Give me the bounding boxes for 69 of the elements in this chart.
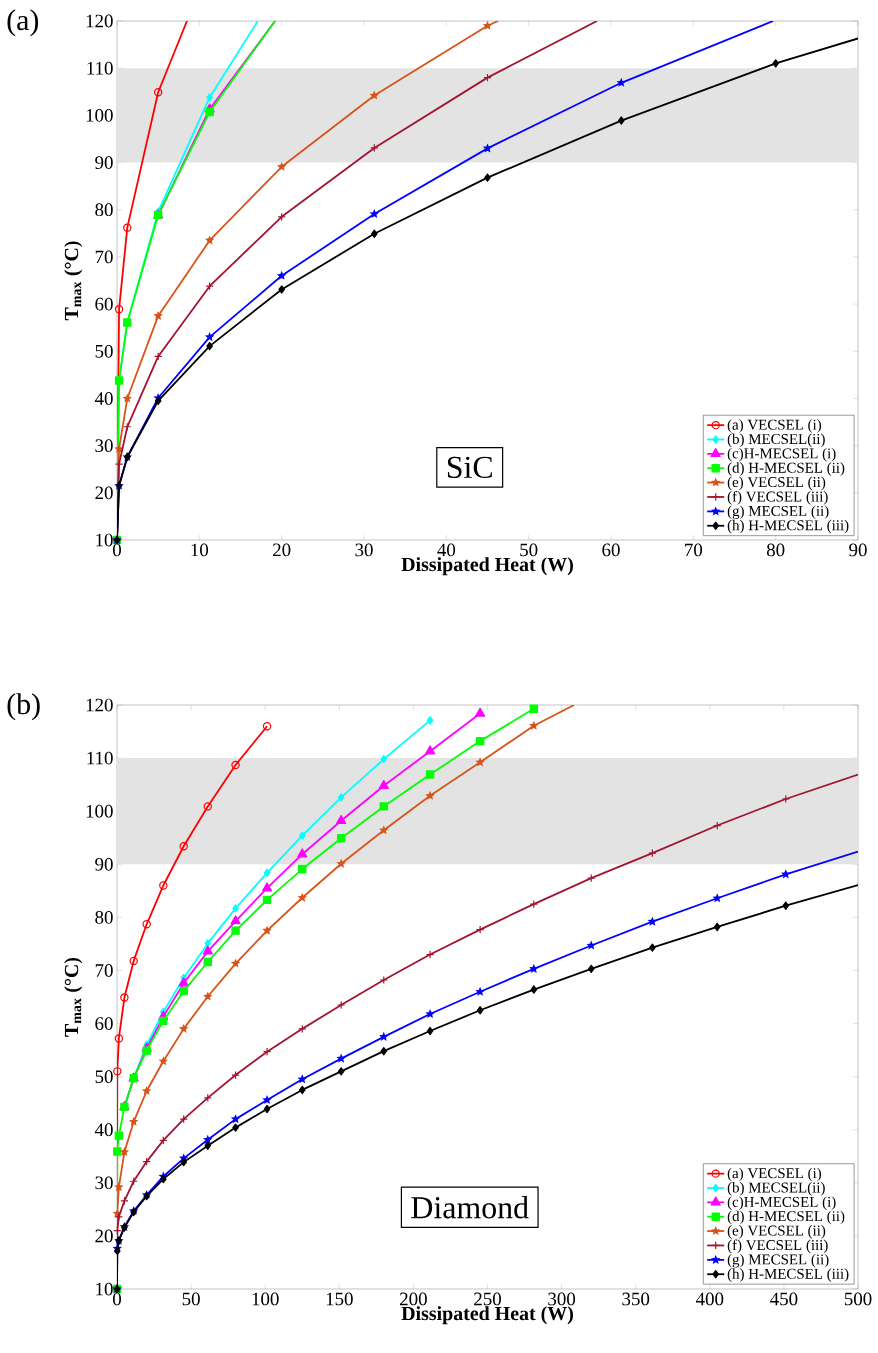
y-tick-label: 70 — [95, 964, 113, 977]
x-tick-label: 40 — [437, 543, 456, 557]
y-tick-label: 20 — [95, 486, 113, 500]
y-tick-label: 90 — [95, 857, 113, 871]
x-tick-label: 350 — [622, 1292, 650, 1306]
legend-label: (h) H-MECSEL (iii) — [727, 519, 849, 534]
y-tick-label: 90 — [95, 156, 113, 169]
legend-label: (b) MECSEL(ii) — [727, 1182, 825, 1196]
y-tick-label: 120 — [86, 14, 113, 28]
legend-label: (d) H-MECSEL (ii) — [727, 1210, 845, 1225]
x-tick-label: 200 — [400, 1292, 427, 1306]
x-tick-label: 30 — [355, 543, 373, 557]
legend-label: (f) VECSEL (iii) — [727, 490, 828, 505]
x-axis-title: Dissipated Heat (W) — [401, 1306, 573, 1325]
x-tick-label: 450 — [770, 1292, 798, 1306]
x-tick-label: 250 — [474, 1292, 501, 1306]
y-tick-label: 40 — [94, 392, 113, 405]
x-tick-label: 300 — [548, 1292, 576, 1306]
y-tick-label: 60 — [95, 297, 113, 311]
x-tick-label: 90 — [849, 543, 867, 557]
legend-label: (g) MECSEL (ii) — [727, 1253, 829, 1268]
y-tick-label: 50 — [95, 344, 113, 358]
legend-label: (b) MECSEL(ii) — [727, 433, 825, 448]
x-tick-label: 0 — [112, 543, 121, 557]
legend-label: (h) H-MECSEL (iii) — [727, 1268, 849, 1282]
y-tick-label: 100 — [86, 108, 113, 122]
y-tick-label: 120 — [86, 698, 113, 712]
x-axis-title: Dissipated Heat (W) — [401, 557, 573, 576]
legend-label: (d) H-MECSEL (ii) — [727, 462, 845, 476]
legend-label: (c)H-MECSEL (i) — [727, 447, 836, 462]
y-tick-label: 110 — [87, 751, 113, 765]
x-tick-label: 50 — [182, 1292, 200, 1306]
x-tick-label: 60 — [602, 543, 620, 557]
y-tick-label: 100 — [86, 804, 113, 818]
x-tick-label: 100 — [252, 1292, 279, 1306]
y-tick-label: 50 — [95, 1070, 113, 1084]
y-tick-label: 110 — [87, 61, 113, 75]
x-tick-label: 10 — [191, 543, 209, 557]
x-tick-label: 80 — [766, 543, 785, 557]
legend-label: (f) VECSEL (iii) — [727, 1239, 828, 1254]
y-tick-label: 10 — [96, 533, 113, 547]
annotation: SiC — [447, 456, 492, 479]
y-tick-label: 80 — [95, 911, 113, 924]
x-tick-label: 70 — [685, 543, 703, 557]
legend-label: (c)H-MECSEL (i) — [727, 1196, 836, 1210]
legend-label: (g) MECSEL (ii) — [727, 505, 829, 520]
x-tick-label: 50 — [520, 543, 538, 557]
x-tick-label: 400 — [695, 1292, 724, 1306]
y-tick-label: 80 — [95, 203, 113, 217]
chart-title: (b) — [7, 693, 40, 721]
x-tick-label: 20 — [273, 543, 291, 557]
legend-label: (a) VECSEL (i) — [727, 1167, 822, 1182]
x-tick-label: 150 — [326, 1292, 353, 1306]
y-tick-label: 10 — [96, 1282, 113, 1296]
x-tick-label: 500 — [844, 1292, 872, 1306]
y-tick-label: 30 — [95, 1176, 113, 1190]
y-tick-label: 70 — [95, 250, 113, 264]
y-tick-label: 20 — [95, 1229, 113, 1243]
y-axis-title: T$_{max}$ (°C) — [64, 957, 83, 1037]
y-tick-label: 40 — [94, 1123, 113, 1137]
legend-label: (e) VECSEL (ii) — [727, 476, 826, 491]
y-tick-label: 30 — [95, 439, 113, 453]
chart-title: (a) — [7, 9, 39, 37]
annotation: Diamond — [411, 1196, 529, 1219]
legend-label: (e) VECSEL (ii) — [727, 1225, 826, 1239]
legend-label: (a) VECSEL (i) — [727, 419, 822, 433]
y-axis-title: T$_{max}$ (°C) — [64, 241, 83, 321]
y-tick-label: 60 — [95, 1017, 113, 1030]
x-tick-label: 0 — [112, 1292, 121, 1306]
